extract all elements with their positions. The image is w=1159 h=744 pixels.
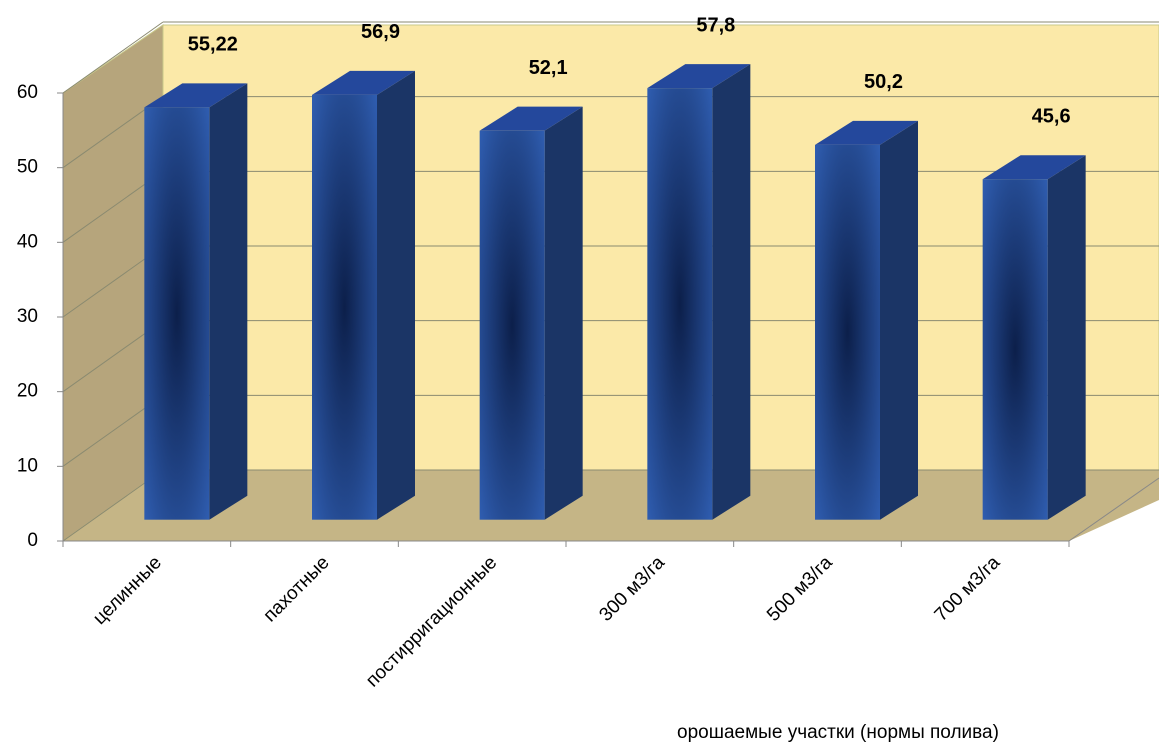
x-tick-label: пахотные bbox=[260, 552, 334, 626]
bar-side bbox=[712, 64, 751, 520]
value-label: 45,6 bbox=[1032, 106, 1071, 128]
bar-front bbox=[144, 107, 210, 520]
bar bbox=[647, 64, 751, 520]
bar-front bbox=[982, 179, 1048, 520]
y-tick-label: 0 bbox=[27, 530, 38, 551]
value-label: 55,22 bbox=[188, 34, 238, 56]
bar bbox=[479, 106, 583, 520]
y-tick-label: 20 bbox=[17, 381, 38, 402]
bars bbox=[144, 64, 1086, 520]
bar-top bbox=[982, 155, 1086, 180]
y-tick-label: 30 bbox=[17, 306, 38, 327]
bar-top bbox=[815, 120, 918, 145]
bar bbox=[144, 83, 248, 520]
y-tick-label: 10 bbox=[17, 455, 38, 476]
x-tick-label: 700 м3/га bbox=[931, 552, 1005, 626]
bar-front bbox=[815, 144, 880, 520]
value-label: 52,1 bbox=[529, 57, 568, 79]
bar-front bbox=[647, 88, 713, 520]
bar bbox=[312, 70, 415, 520]
bar-top bbox=[312, 70, 415, 95]
x-tick-label: 500 м3/га bbox=[763, 552, 837, 626]
x-tick-label: постирригационные bbox=[362, 552, 501, 691]
y-tick-label: 50 bbox=[17, 157, 38, 178]
bar-side bbox=[1047, 155, 1086, 520]
bar-top bbox=[144, 83, 248, 108]
value-label: 56,9 bbox=[361, 21, 400, 43]
bar-side bbox=[880, 120, 918, 520]
bar-top bbox=[647, 64, 751, 89]
grid-line bbox=[62, 21, 164, 94]
bar bbox=[815, 120, 918, 520]
value-label: 50,2 bbox=[864, 71, 903, 93]
bar-side bbox=[209, 83, 248, 520]
bar-side bbox=[377, 70, 415, 520]
bar-side bbox=[544, 106, 583, 520]
value-label: 57,8 bbox=[696, 14, 735, 36]
x-tick-label: целинные bbox=[89, 552, 166, 629]
bar-front bbox=[479, 130, 545, 520]
bar-front bbox=[312, 94, 377, 520]
bar bbox=[982, 155, 1086, 520]
x-axis-label: орошаемые участки (нормы полива) bbox=[677, 722, 999, 743]
floor-edge bbox=[1068, 477, 1159, 542]
y-tick-label: 40 bbox=[17, 231, 38, 252]
x-tick-label: 300 м3/га bbox=[595, 552, 669, 626]
y-tick-label: 60 bbox=[17, 82, 38, 103]
bar-top bbox=[479, 106, 583, 131]
